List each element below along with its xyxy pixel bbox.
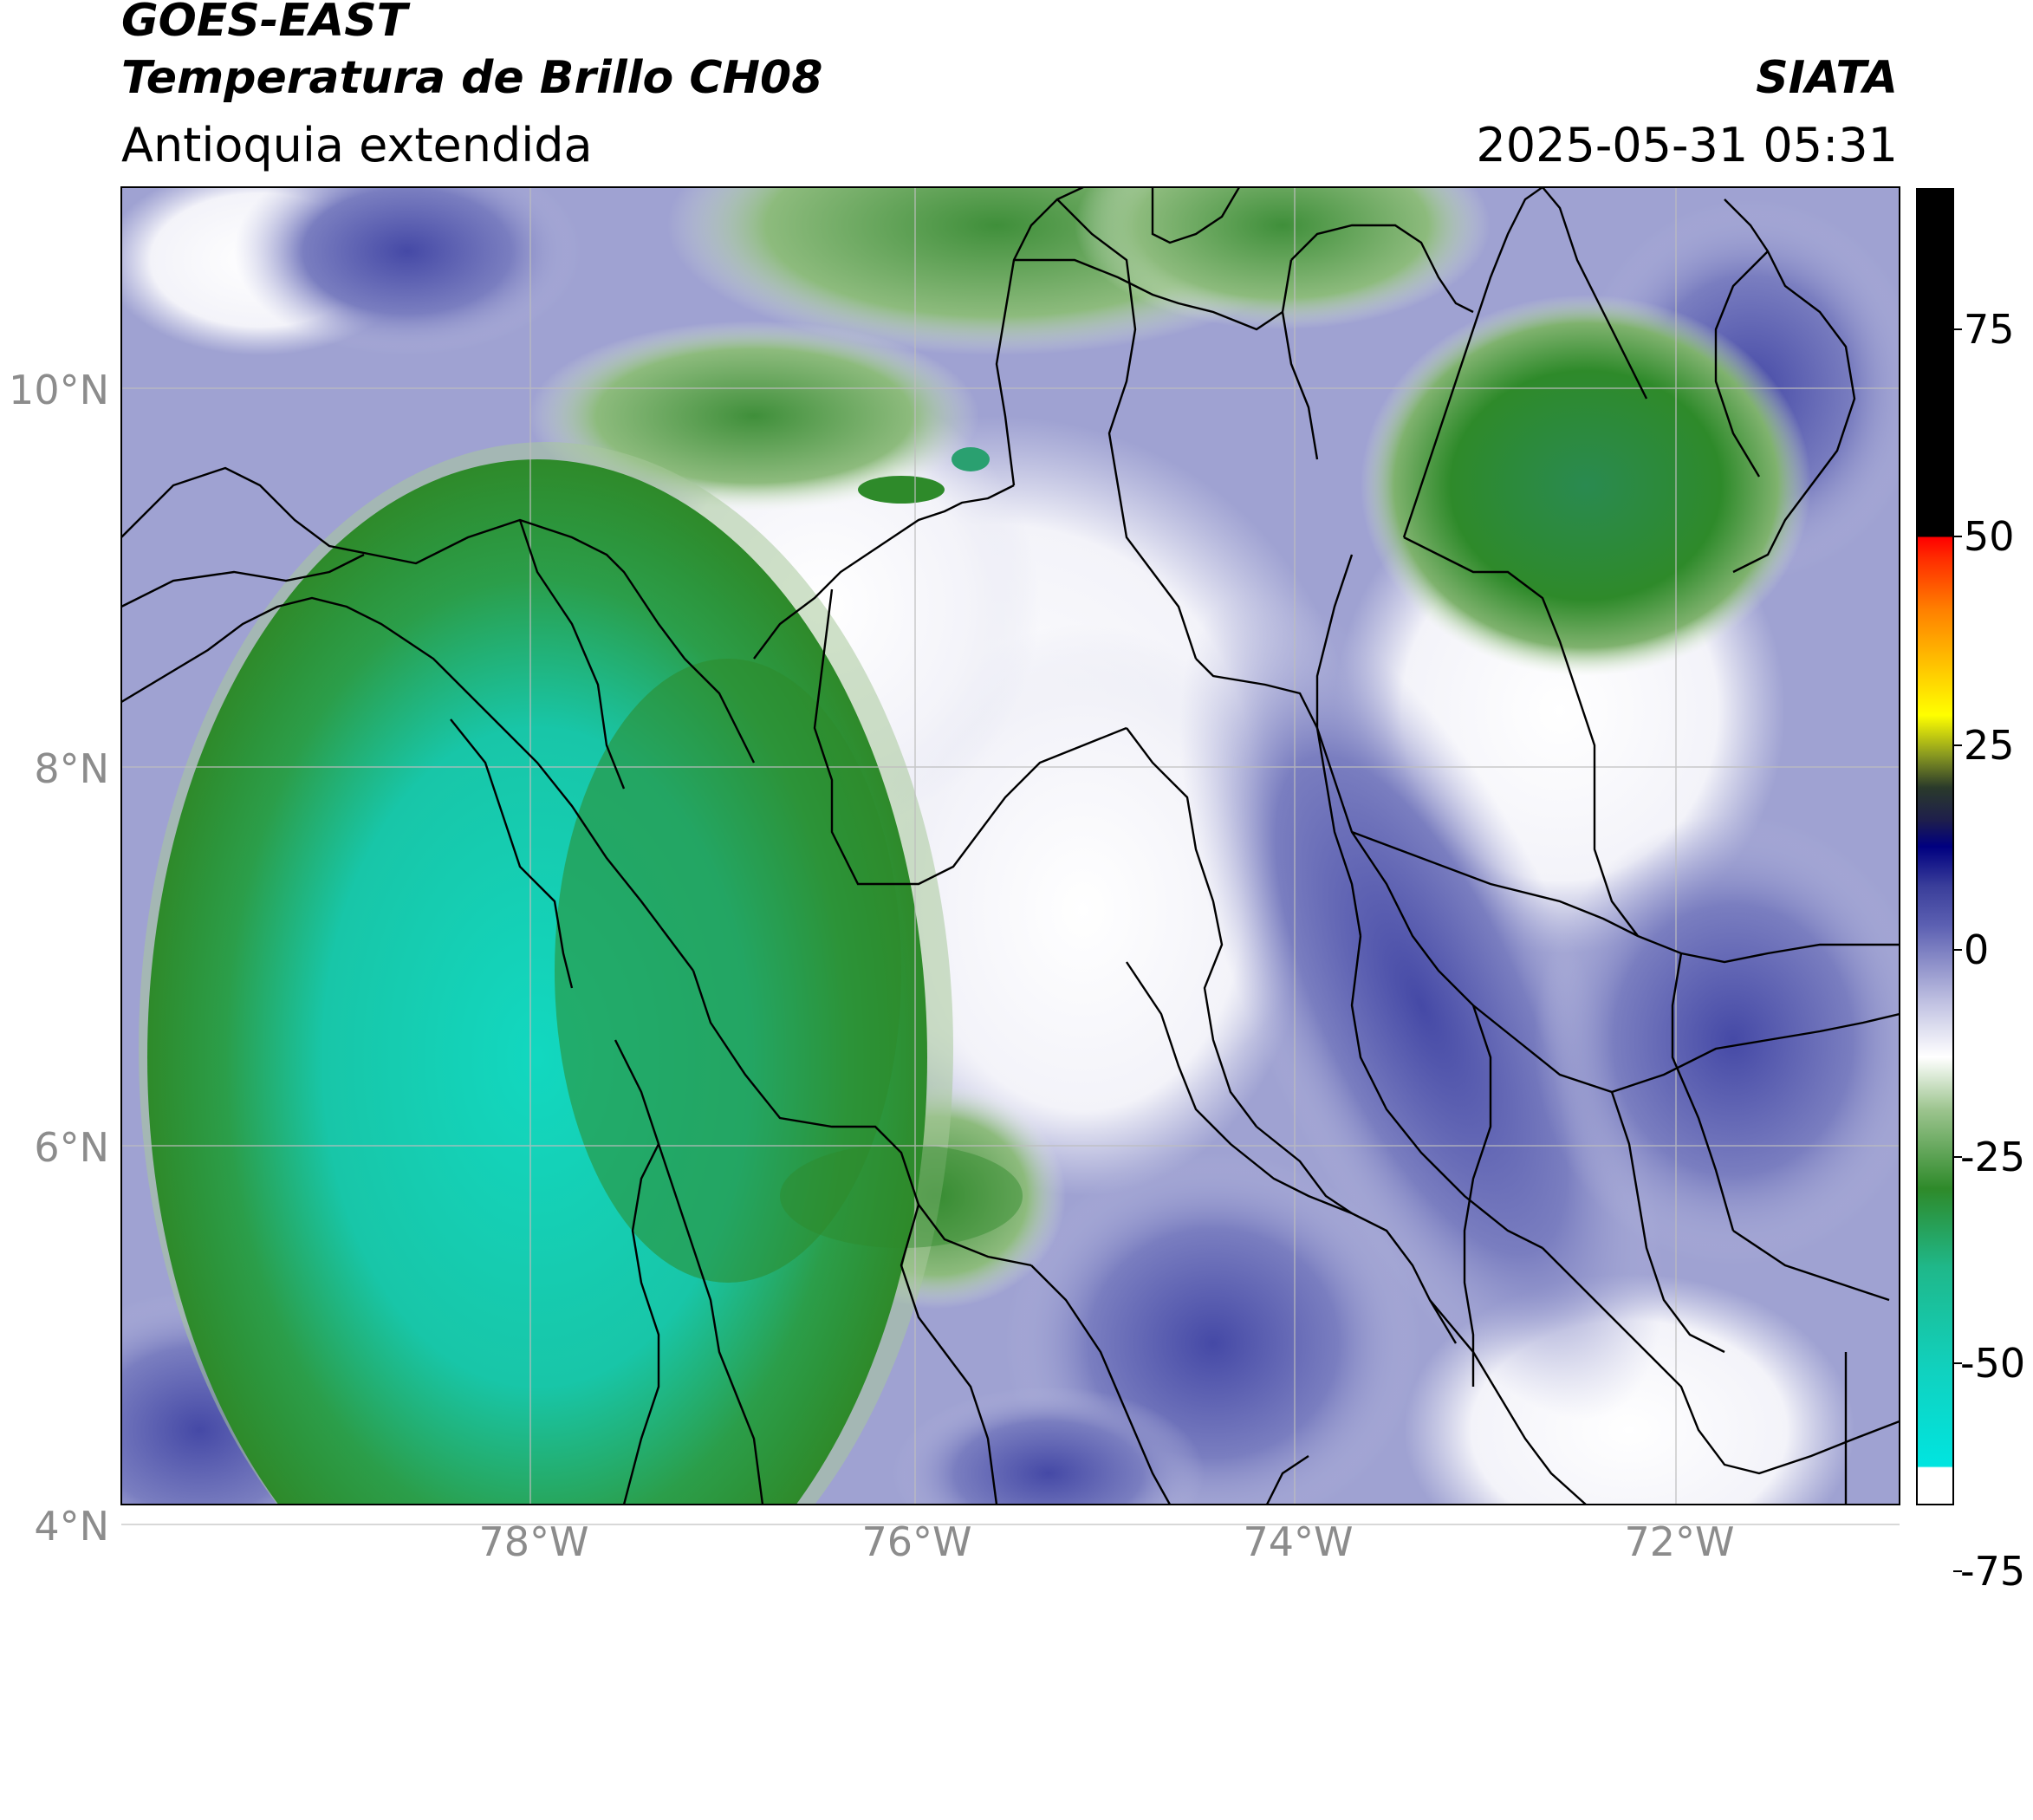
colorbar-label-0: 0 — [1964, 926, 1989, 973]
colorbar-label-50: 50 — [1964, 513, 2015, 560]
region-subtitle: Antioquia extendida — [121, 118, 593, 172]
map-frame — [120, 186, 1900, 1505]
colorbar — [1916, 188, 1954, 1505]
colorbar-label-m75: -75 — [1960, 1548, 2025, 1595]
lat-label-8n: 8°N — [34, 745, 109, 792]
colorbar-label-m25: -25 — [1960, 1134, 2025, 1180]
lon-label-78w: 78°W — [478, 1518, 588, 1565]
lat-label-10n: 10°N — [9, 367, 109, 413]
agency-label: SIATA — [1756, 52, 1898, 104]
colorbar-label-75: 75 — [1964, 306, 2015, 353]
colorbar-label-m50: -50 — [1960, 1340, 2025, 1387]
lat-label-6n: 6°N — [34, 1124, 109, 1171]
lat-label-4n: 4°N — [34, 1503, 109, 1550]
graticule — [121, 187, 1900, 1525]
lon-label-76w: 76°W — [861, 1518, 971, 1565]
lon-label-74w: 74°W — [1243, 1518, 1353, 1565]
colorbar-ticks — [1953, 328, 1962, 1572]
colorbar-labels: 75 50 25 0 -25 -50 -75 — [1960, 306, 2025, 1595]
product-title: Temperatura de Brillo CH08 — [121, 52, 823, 104]
colorbar-label-25: 25 — [1964, 722, 2015, 769]
datetime-label: 2025-05-31 05:31 — [1476, 118, 1898, 172]
longitude-labels: 78°W 76°W 74°W 72°W — [478, 1518, 1734, 1565]
lon-label-72w: 72°W — [1624, 1518, 1734, 1565]
brightness-temperature-field — [121, 187, 1900, 1505]
satellite-title: GOES-EAST — [121, 0, 408, 47]
political-boundaries — [121, 187, 1900, 1505]
latitude-labels: 10°N 8°N 6°N 4°N — [9, 367, 109, 1550]
